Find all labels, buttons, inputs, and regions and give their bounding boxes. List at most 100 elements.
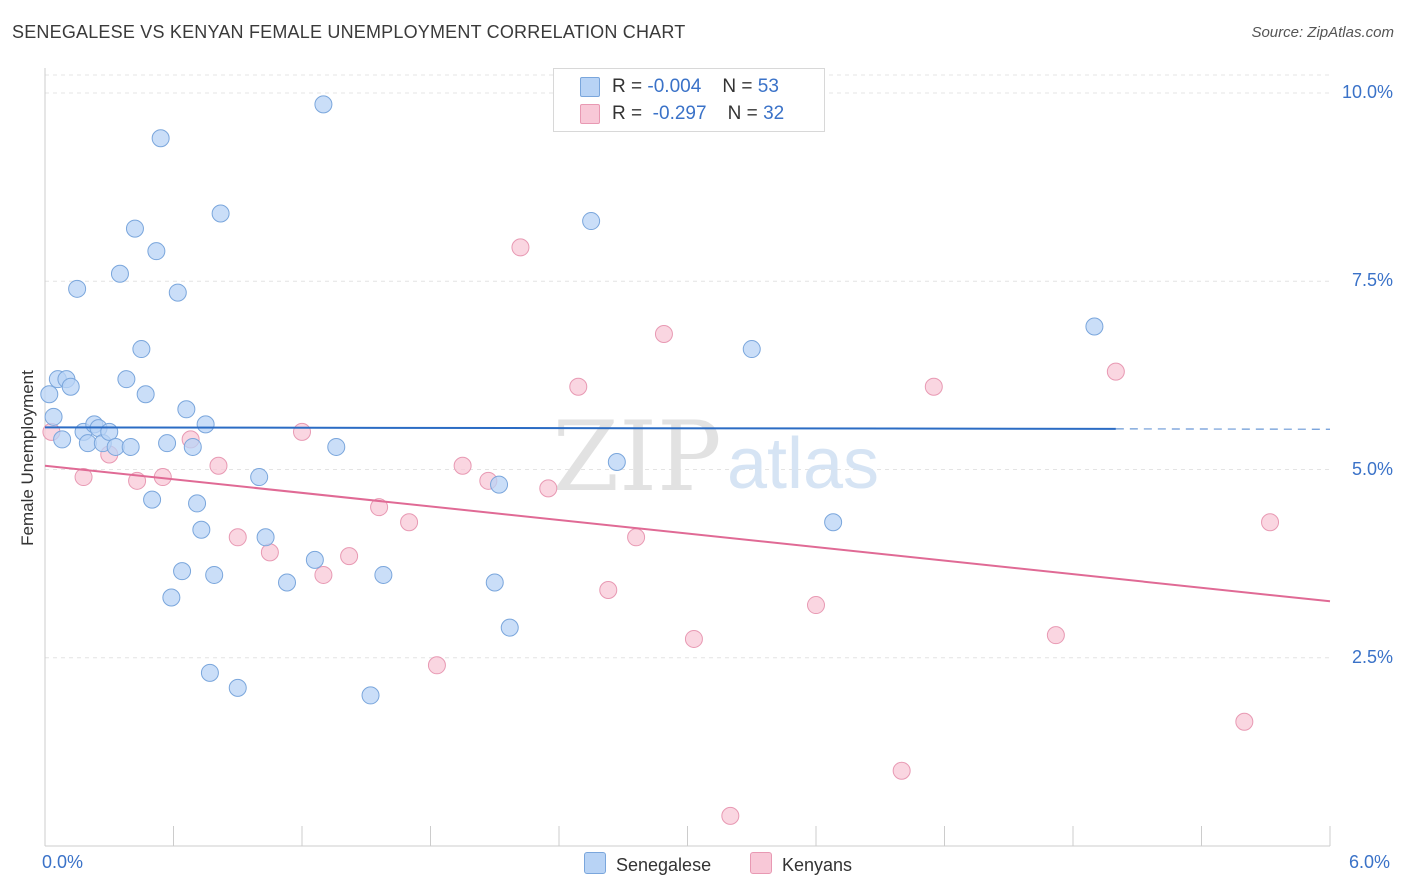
senegalese-point: [136, 385, 155, 404]
senegalese-point: [374, 565, 393, 584]
watermark-atlas: atlas: [727, 424, 879, 504]
senegalese-point: [117, 370, 136, 389]
kenyan-point: [370, 498, 389, 517]
senegalese-point: [106, 437, 125, 456]
senegalese-point: [200, 663, 219, 682]
kenyan-legend-label: Kenyans: [782, 855, 853, 875]
kenyan-point: [228, 528, 247, 547]
senegalese-point: [147, 242, 166, 261]
senegalese-point: [1085, 317, 1104, 336]
senegalese-point: [278, 573, 297, 592]
data-points: [40, 84, 1280, 825]
kenyan-point: [1261, 513, 1280, 532]
senegalese-point: [500, 618, 519, 637]
senegalese-point: [132, 340, 151, 359]
kenyan-point: [340, 547, 359, 566]
senegalese-point: [53, 430, 72, 449]
grid-lines: [45, 74, 1330, 659]
senegalese-point: [151, 129, 170, 148]
senegalese-point: [314, 95, 333, 114]
senegalese-point: [44, 407, 63, 426]
kenyan-legend-swatch: [750, 852, 772, 874]
senegalese-point: [228, 678, 247, 697]
senegalese-point: [177, 400, 196, 419]
kenyan-point: [684, 629, 703, 648]
kenyan-swatch: [580, 104, 600, 124]
senegalese-point: [211, 204, 230, 223]
kenyan-point: [924, 377, 943, 396]
senegalese-legend-label: Senegalese: [616, 855, 712, 875]
axes: [44, 68, 1331, 847]
kenyan-point: [400, 513, 419, 532]
chart-title: SENEGALESE VS KENYAN FEMALE UNEMPLOYMENT…: [12, 22, 686, 42]
kenyan-point: [627, 528, 646, 547]
senegalese-point: [143, 490, 162, 509]
senegalese-point: [110, 264, 129, 283]
senegalese-point: [121, 437, 140, 456]
senegalese-point: [256, 528, 275, 547]
senegalese-point: [824, 513, 843, 532]
senegalese-point: [192, 520, 211, 539]
kenyan-point: [427, 656, 446, 675]
kenyan-point: [569, 377, 588, 396]
senegalese-point: [100, 422, 119, 441]
senegalese-point: [250, 468, 269, 487]
senegalese-point: [196, 415, 215, 434]
senegalese-point: [742, 340, 761, 359]
kenyan-point: [453, 456, 472, 475]
r-value-kenyan: -0.297: [652, 103, 707, 124]
senegalese-point: [582, 212, 601, 231]
senegalese-point: [78, 434, 97, 453]
correlation-legend: R = -0.004 N = 53 R = -0.297 N = 32: [553, 68, 825, 132]
kenyan-point: [807, 596, 825, 615]
legend-row-kenyan: R = -0.297 N = 32: [554, 101, 824, 127]
r-value-senegalese: -0.004: [647, 76, 702, 97]
y-tick-label: 7.5%: [1351, 270, 1393, 291]
n-value-kenyan: 32: [763, 103, 785, 124]
kenyan-point: [539, 479, 558, 498]
kenyan-point: [260, 543, 279, 562]
senegalese-point: [607, 453, 626, 471]
watermark-zip: ZIP: [552, 401, 721, 513]
kenyan-point: [1106, 362, 1125, 381]
legend-text-kenyan: R = -0.297 N = 32: [612, 103, 785, 124]
kenyan-point: [511, 238, 530, 257]
senegalese-swatch: [580, 77, 600, 97]
y-tick-label: 10.0%: [1341, 82, 1393, 103]
kenyan-point: [892, 761, 911, 780]
senegalese-point: [305, 550, 324, 569]
trend-lines: [44, 426, 1331, 603]
senegalese-legend-swatch: [584, 852, 606, 874]
senegalese-point: [168, 283, 187, 302]
senegalese-point: [162, 588, 181, 607]
bottom-legend-kenyans: Kenyans: [750, 852, 852, 876]
senegalese-trend-line: [44, 426, 1116, 430]
kenyan-point: [1235, 712, 1254, 731]
watermark: ZIP atlas: [552, 401, 879, 513]
senegalese-point: [205, 565, 224, 584]
legend-row-senegalese: R = -0.004 N = 53: [554, 74, 824, 100]
x-tick-label-max: 6.0%: [1349, 852, 1391, 872]
senegalese-point: [61, 377, 80, 396]
senegalese-point: [485, 573, 504, 592]
source-label: Source: ZipAtlas.com: [1251, 24, 1394, 41]
kenyan-trend-line: [44, 464, 1331, 603]
senegalese-point: [490, 475, 509, 494]
kenyan-point: [314, 565, 333, 584]
senegalese-point: [327, 437, 346, 456]
senegalese-point: [158, 434, 177, 453]
senegalese-point: [188, 494, 207, 513]
senegalese-point: [361, 686, 380, 705]
y-tick-label: 5.0%: [1351, 458, 1393, 479]
kenyan-point: [209, 456, 228, 475]
n-value-senegalese: 53: [757, 76, 779, 97]
senegalese-point: [173, 562, 192, 581]
kenyan-point: [599, 581, 618, 599]
kenyan-point: [721, 806, 740, 825]
kenyan-point: [293, 422, 311, 441]
senegalese-point: [183, 437, 202, 456]
bottom-legend-senegalese: Senegalese: [584, 852, 711, 876]
kenyan-point: [1046, 626, 1065, 645]
y-tick-label: 2.5%: [1351, 646, 1393, 667]
